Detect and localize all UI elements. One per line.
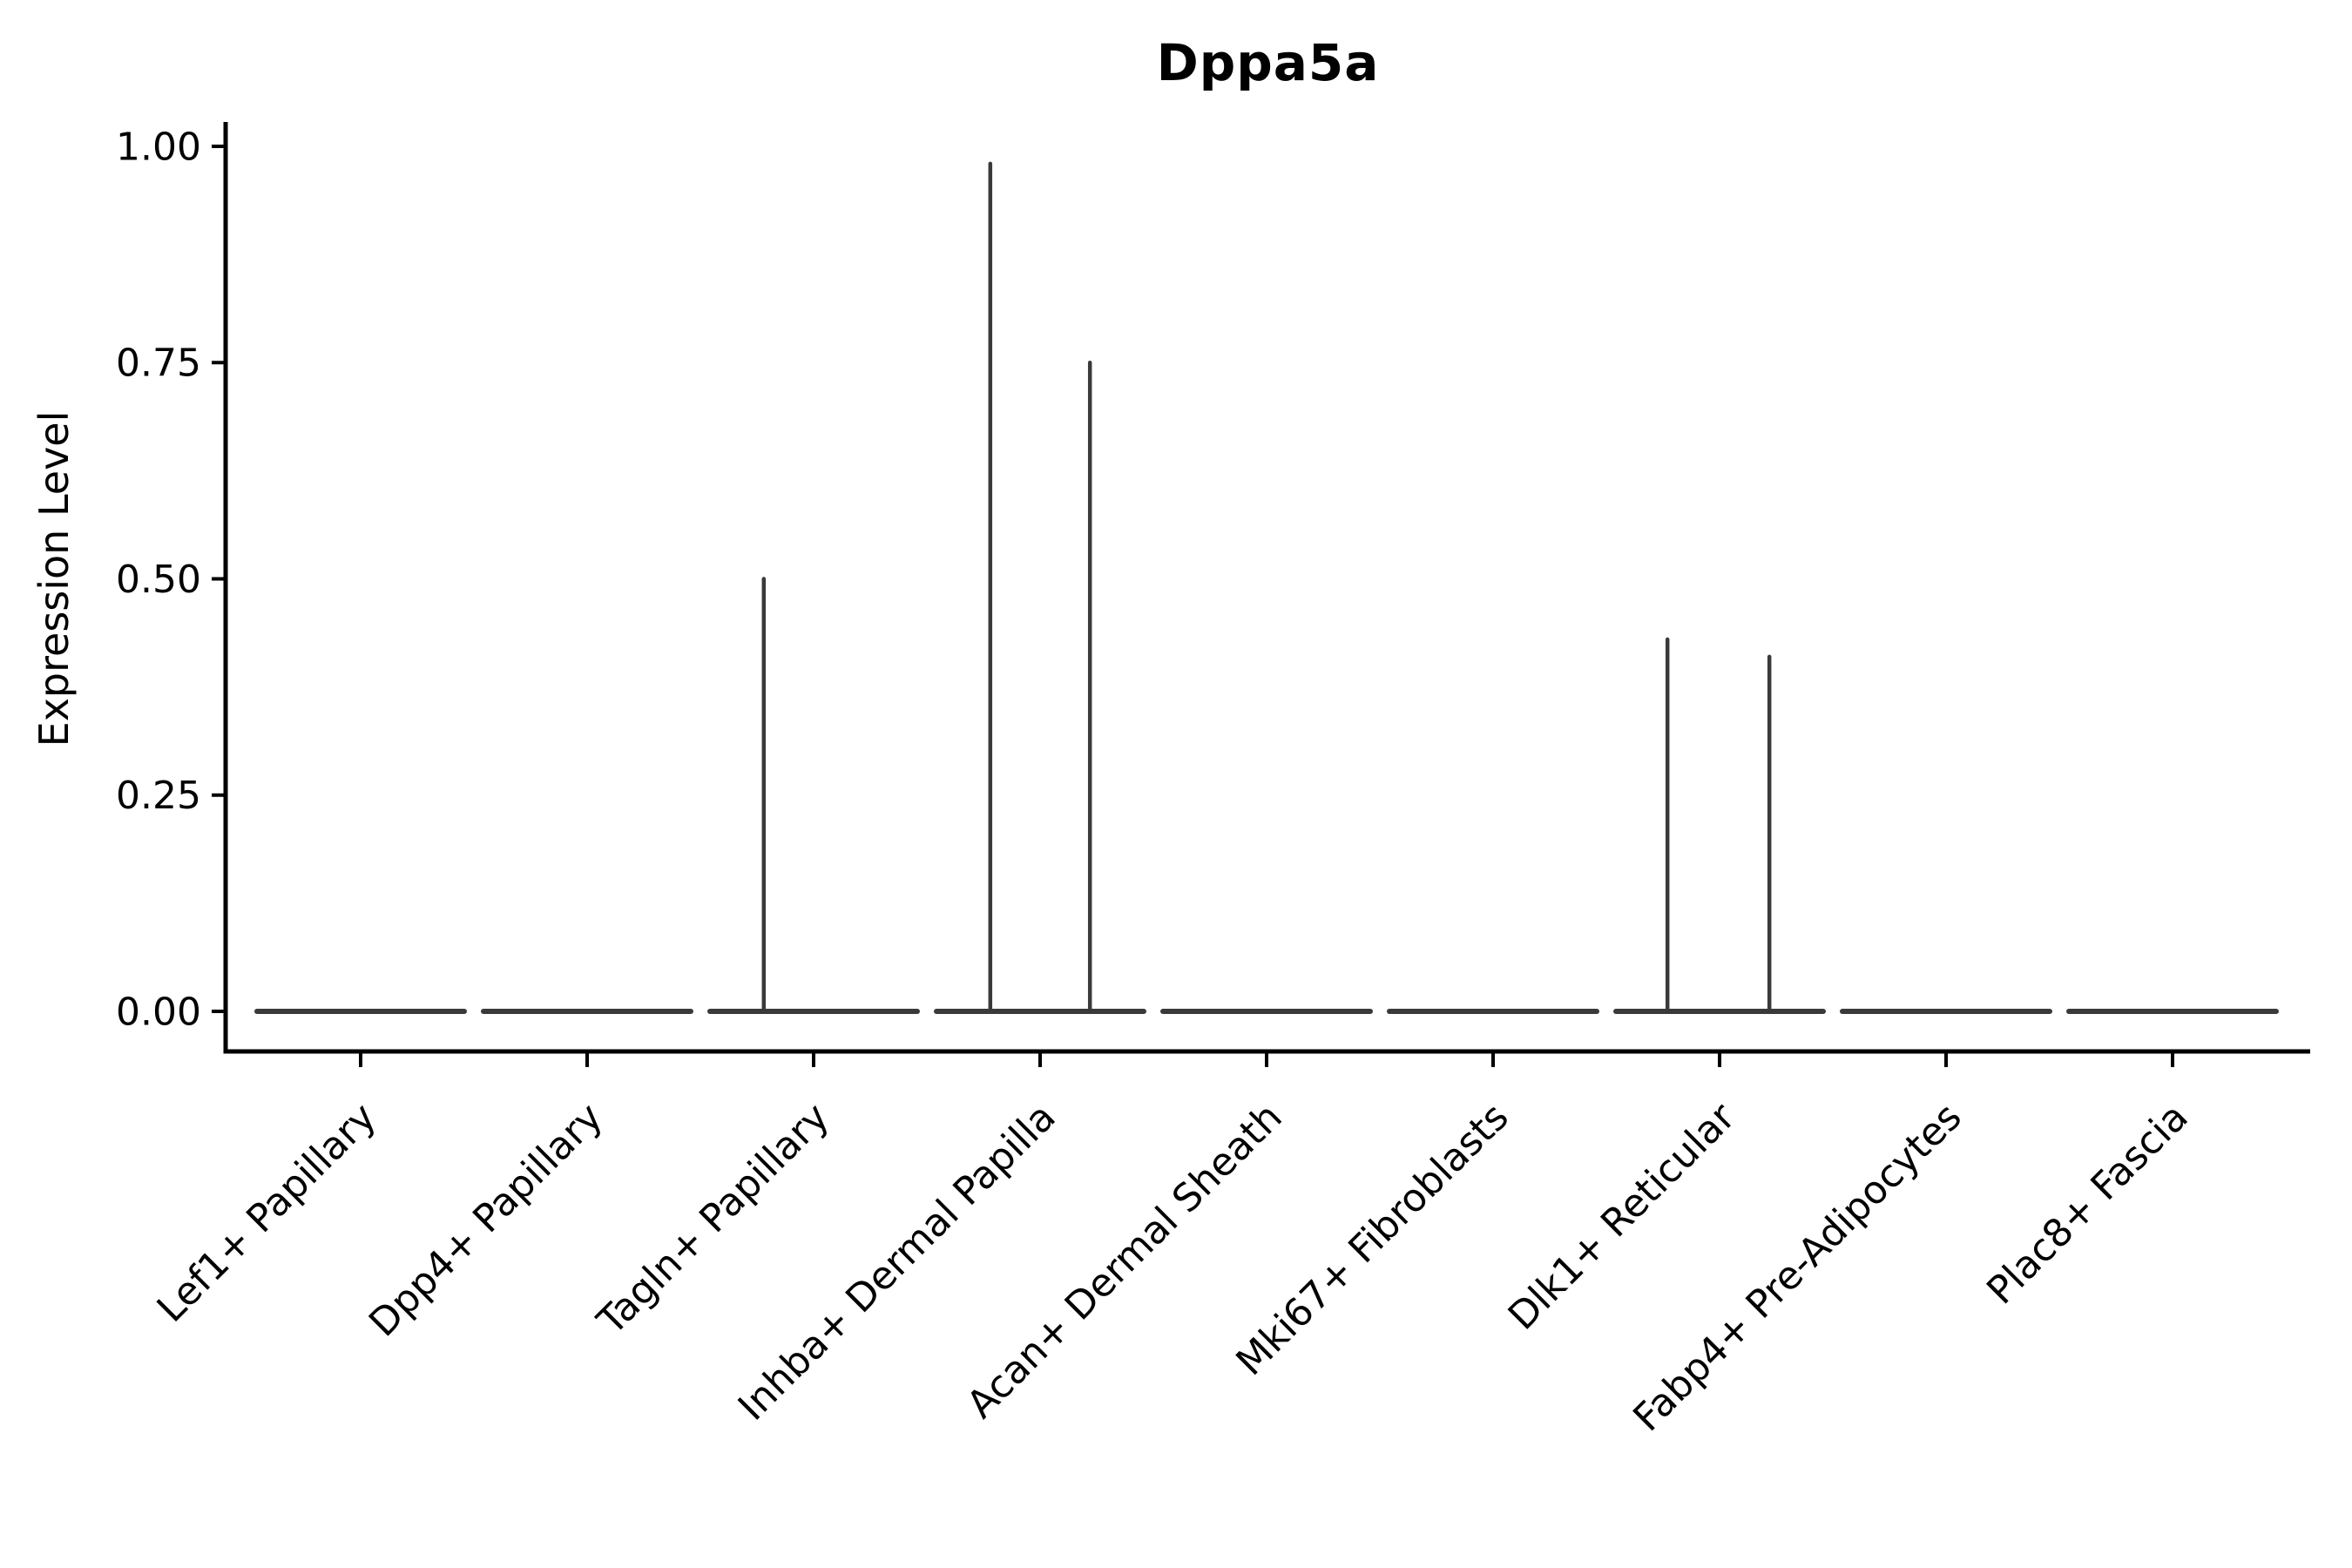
y-tick-label: 0.75: [116, 341, 201, 386]
y-axis-title: Expression Level: [30, 411, 78, 747]
y-tick-label: 0.50: [116, 558, 201, 602]
x-tick-label: Plac8+ Fascia: [1978, 1095, 2197, 1314]
y-tick-label: 0.00: [116, 990, 201, 1034]
x-tick-label: Dpp4+ Papillary: [361, 1095, 612, 1346]
y-tick-label: 1.00: [116, 125, 201, 169]
chart-title: Dppa5a: [1156, 33, 1380, 92]
y-tick-label: 0.25: [116, 774, 201, 818]
x-tick-label: Tagln+ Papillary: [589, 1095, 838, 1344]
x-tick-label: Lef1+ Papillary: [149, 1095, 385, 1331]
x-tick-label: Dlk1+ Reticular: [1500, 1094, 1745, 1339]
